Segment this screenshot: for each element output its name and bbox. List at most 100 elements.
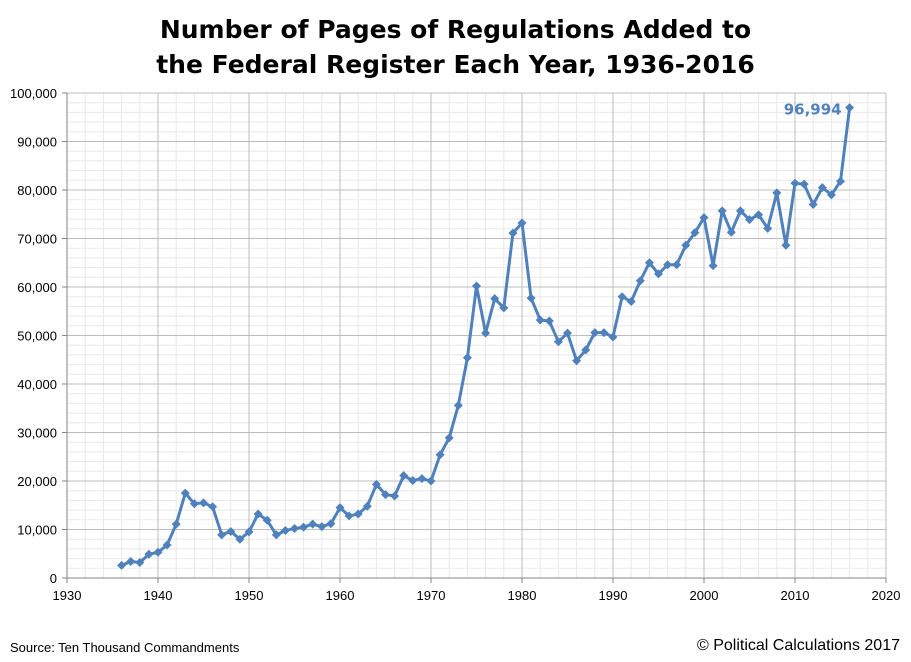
data-point <box>772 188 782 198</box>
data-point <box>299 522 309 532</box>
source-note: Source: Ten Thousand Commandments <box>10 640 240 655</box>
y-tick-labels: 0 10,000 20,000 30,000 40,000 50,000 60,000 70,… <box>10 86 57 586</box>
data-point <box>572 356 582 366</box>
data-point <box>189 499 199 509</box>
data-point <box>599 328 609 338</box>
data-point <box>408 476 418 486</box>
grid <box>66 92 887 579</box>
series-layer <box>117 103 855 570</box>
data-point <box>790 178 800 188</box>
x-tick-label: 1930 <box>53 588 82 603</box>
data-point <box>417 474 427 484</box>
data-point <box>344 511 354 521</box>
data-point <box>444 433 454 443</box>
data-point <box>226 526 236 536</box>
data-point <box>781 240 791 250</box>
data-point <box>253 509 263 519</box>
x-tick-label: 1990 <box>599 588 628 603</box>
y-tick-label: 40,000 <box>17 377 57 392</box>
data-point <box>462 353 472 363</box>
y-tick-label: 50,000 <box>17 329 57 344</box>
data-point <box>371 479 381 489</box>
y-tick-label: 100,000 <box>10 86 57 101</box>
data-point <box>180 488 190 498</box>
data-point <box>381 490 390 500</box>
data-point <box>490 294 500 304</box>
data-point <box>526 293 536 303</box>
data-point <box>453 400 463 410</box>
data-point <box>235 534 245 544</box>
y-tick-label: 90,000 <box>17 135 57 150</box>
data-point <box>335 503 345 513</box>
data-point <box>472 281 481 291</box>
data-point <box>144 549 154 559</box>
data-point <box>399 471 409 481</box>
x-tick-label: 1950 <box>235 588 264 603</box>
data-point <box>199 498 208 508</box>
chart-title-line-1: Number of Pages of Regulations Added to <box>159 15 752 44</box>
data-point <box>362 501 372 511</box>
data-point <box>626 297 636 307</box>
data-point <box>826 190 836 200</box>
data-point <box>390 491 400 501</box>
data-point <box>499 303 509 313</box>
data-point <box>353 509 363 519</box>
data-point <box>244 527 254 537</box>
data-point <box>135 557 145 567</box>
data-point <box>517 218 527 228</box>
data-point <box>654 269 663 279</box>
data-point <box>699 213 709 223</box>
y-tick-label: 10,000 <box>17 523 57 538</box>
data-point <box>608 332 618 342</box>
data-point <box>663 260 673 270</box>
x-tick-label: 1980 <box>508 588 537 603</box>
data-point <box>763 223 773 233</box>
data-point <box>726 227 736 237</box>
data-point <box>217 530 227 540</box>
copyright-note: © Political Calculations 2017 <box>696 637 900 654</box>
x-tick-label: 2020 <box>872 588 901 603</box>
y-tick-label: 60,000 <box>17 280 57 295</box>
x-tick-label: 2000 <box>690 588 719 603</box>
data-point <box>271 530 281 540</box>
data-point <box>208 502 218 512</box>
data-point <box>808 200 818 210</box>
data-point <box>544 316 554 326</box>
x-tick-label: 1960 <box>326 588 355 603</box>
data-point <box>590 328 600 338</box>
data-point <box>126 557 136 567</box>
data-point <box>426 476 436 486</box>
data-point <box>535 315 545 325</box>
data-point <box>162 540 172 550</box>
y-tick-label: 0 <box>50 571 57 586</box>
y-tick-label: 30,000 <box>17 426 57 441</box>
y-tick-label: 70,000 <box>17 232 57 247</box>
data-point <box>735 206 745 216</box>
data-point <box>836 176 845 186</box>
data-point <box>308 519 318 529</box>
data-point <box>644 258 654 268</box>
data-point <box>708 261 718 271</box>
data-point <box>845 103 855 113</box>
data-point <box>280 525 290 535</box>
y-tick-label: 20,000 <box>17 474 57 489</box>
data-point <box>317 522 327 532</box>
data-point <box>754 210 764 220</box>
data-point <box>508 228 518 238</box>
data-point <box>262 515 272 525</box>
axes <box>62 92 887 583</box>
data-point <box>617 292 627 302</box>
data-point <box>171 519 181 529</box>
data-point <box>817 183 827 193</box>
data-point <box>581 345 591 355</box>
data-point <box>326 519 336 529</box>
annotation-layer: 96,994 <box>784 101 842 119</box>
data-point <box>681 240 691 250</box>
data-point <box>481 328 491 338</box>
data-point <box>553 337 563 347</box>
data-point <box>117 560 127 570</box>
data-point <box>690 228 700 238</box>
y-tick-label: 80,000 <box>17 183 57 198</box>
data-point <box>799 179 809 189</box>
